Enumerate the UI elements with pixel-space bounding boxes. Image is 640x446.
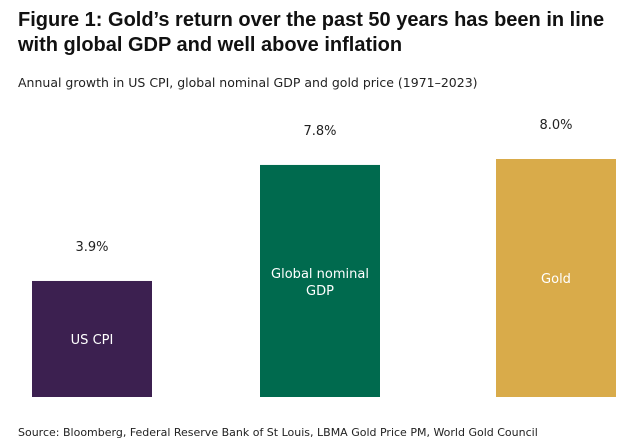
category-label: US CPI bbox=[71, 333, 114, 348]
category-label: Global nominal GDP bbox=[271, 267, 369, 299]
category-label: Gold bbox=[541, 272, 571, 287]
bar-2 bbox=[496, 159, 616, 397]
chart-title: Figure 1: Gold’s return over the past 50… bbox=[18, 9, 605, 56]
chart-source: Source: Bloomberg, Federal Reserve Bank … bbox=[18, 426, 538, 439]
value-label: 7.8% bbox=[303, 124, 336, 139]
value-label: 8.0% bbox=[539, 118, 572, 133]
chart-subtitle: Annual growth in US CPI, global nominal … bbox=[18, 75, 478, 90]
bar-1 bbox=[260, 164, 380, 397]
bar-0 bbox=[32, 280, 152, 397]
value-label: 3.9% bbox=[75, 240, 108, 255]
